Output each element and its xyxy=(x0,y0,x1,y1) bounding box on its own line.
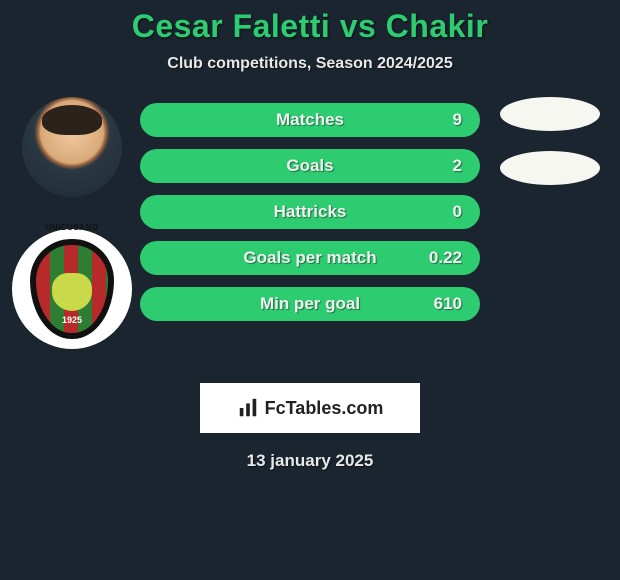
opponent-blank-slot xyxy=(500,97,600,131)
stat-label: Hattricks xyxy=(274,202,347,222)
club-dragon-icon xyxy=(52,273,92,311)
stat-value: 0.22 xyxy=(429,248,462,268)
left-column: UNICUSANO 1925 xyxy=(12,97,132,349)
brand-box: FcTables.com xyxy=(200,383,420,433)
page-subtitle: Club competitions, Season 2024/2025 xyxy=(0,55,620,73)
stat-label: Goals xyxy=(286,156,333,176)
stat-value: 0 xyxy=(453,202,462,222)
right-column xyxy=(500,97,600,185)
stat-value: 2 xyxy=(453,156,462,176)
stat-bar: Goals 2 xyxy=(140,149,480,183)
stat-value: 9 xyxy=(453,110,462,130)
club-badge: UNICUSANO 1925 xyxy=(12,229,132,349)
stat-bar: Goals per match 0.22 xyxy=(140,241,480,275)
page-title: Cesar Faletti vs Chakir xyxy=(0,8,620,45)
stat-value: 610 xyxy=(434,294,462,314)
comparison-panel: UNICUSANO 1925 Matches 9 Goals 2 Hattricks 0 G… xyxy=(0,103,620,363)
brand-text: FcTables.com xyxy=(265,398,384,419)
stat-bars: Matches 9 Goals 2 Hattricks 0 Goals per match 0… xyxy=(140,103,480,321)
stat-label: Goals per match xyxy=(243,248,376,268)
stat-bar: Matches 9 xyxy=(140,103,480,137)
stat-label: Matches xyxy=(276,110,344,130)
club-shield: 1925 xyxy=(30,239,114,339)
player-avatar xyxy=(22,97,122,197)
brand-bars-icon xyxy=(237,397,259,419)
opponent-blank-slot xyxy=(500,151,600,185)
club-year: 1925 xyxy=(62,315,82,325)
stat-bar: Hattricks 0 xyxy=(140,195,480,229)
club-arc-text: UNICUSANO xyxy=(46,223,99,232)
stat-label: Min per goal xyxy=(260,294,360,314)
stat-bar: Min per goal 610 xyxy=(140,287,480,321)
snapshot-date: 13 january 2025 xyxy=(0,451,620,471)
